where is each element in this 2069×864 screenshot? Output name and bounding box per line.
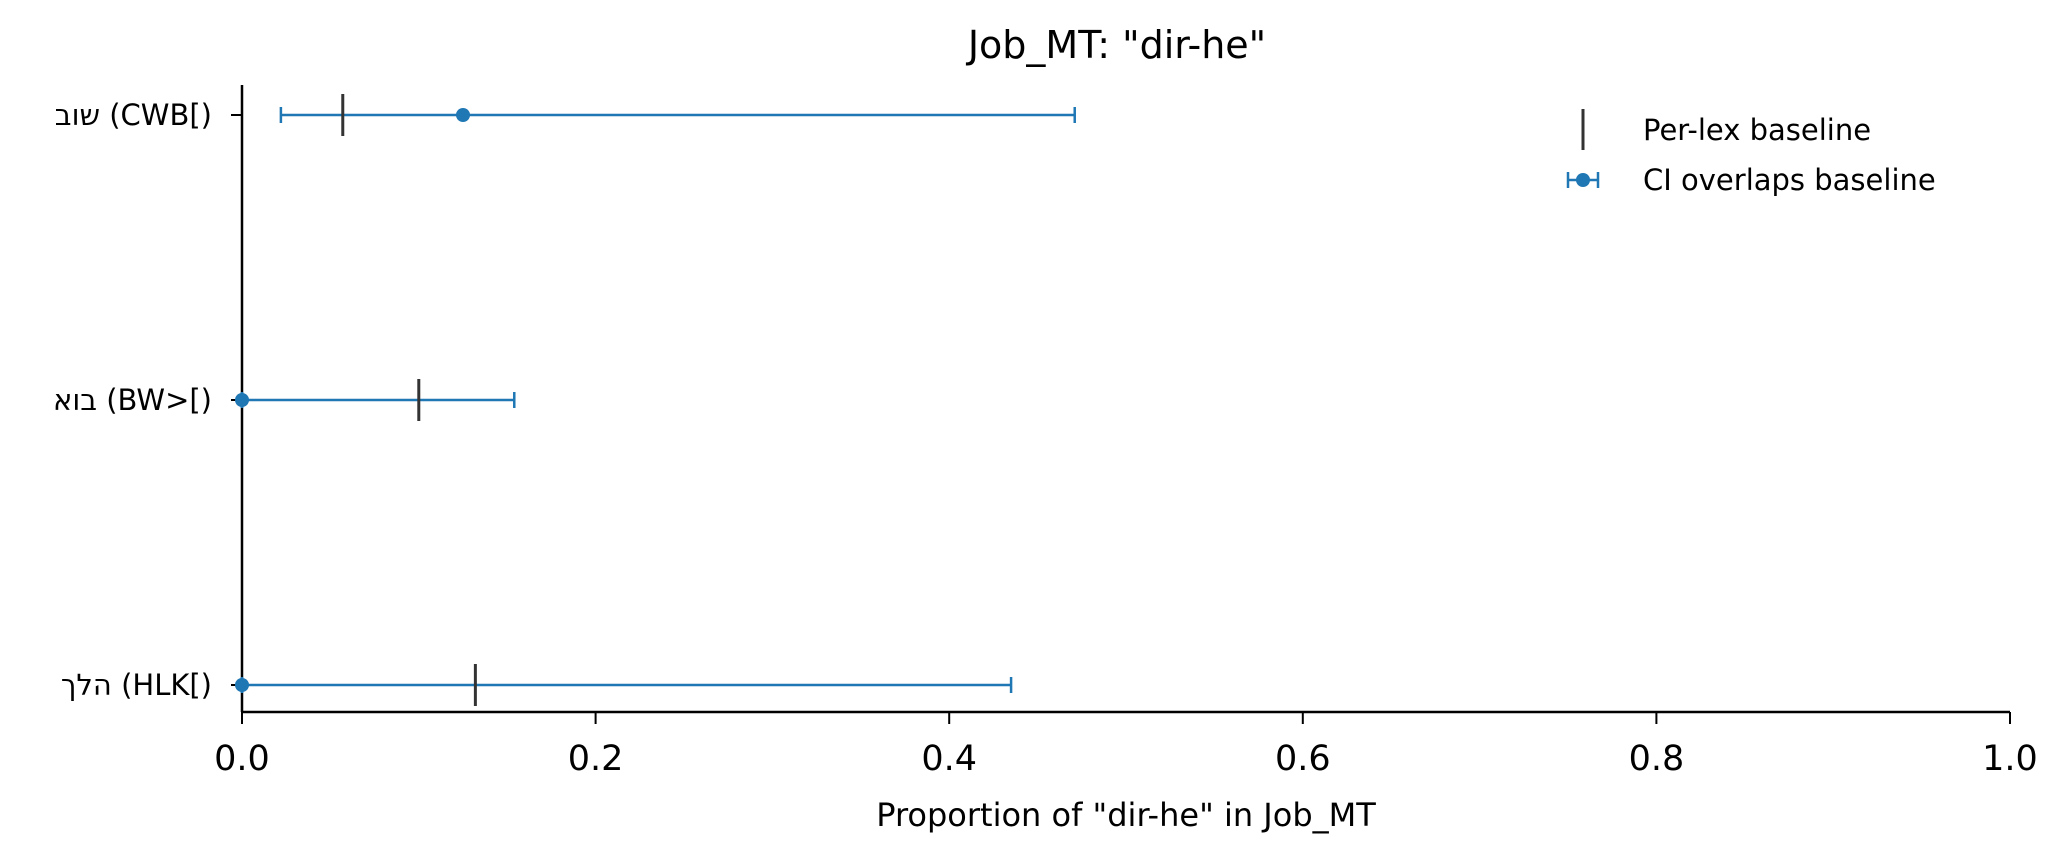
- legend-series-icon: [1566, 172, 1600, 188]
- x-tick-label: 0.6: [1275, 739, 1331, 779]
- legend: Per-lex baseline CI overlaps baseline: [1566, 109, 1936, 197]
- x-axis-label: Proportion of "dir-he" in Job_MT: [876, 796, 1376, 834]
- legend-baseline-label: Per-lex baseline: [1643, 113, 1871, 147]
- x-tick-label: 1.0: [1982, 739, 2038, 779]
- proportion-point: [456, 108, 470, 122]
- proportion-point: [235, 393, 249, 407]
- y-tick-label: הלך (HLK[): [61, 668, 212, 702]
- proportion-point: [235, 678, 249, 692]
- legend-series-label: CI overlaps baseline: [1643, 163, 1936, 197]
- chart-title: Job_MT: "dir-he": [966, 23, 1266, 67]
- y-axis-ticks: שוב (CWB[) בוא (BW>[) הלך (HLK[): [53, 98, 242, 702]
- x-tick-label: 0.2: [568, 739, 624, 779]
- x-tick-label: 0.4: [921, 739, 977, 779]
- x-tick-label: 0.8: [1629, 739, 1685, 779]
- plot-area: [235, 94, 1076, 706]
- x-tick-label: 0.0: [214, 739, 270, 779]
- y-tick-label: שוב (CWB[): [55, 98, 212, 132]
- legend-series-icon-dot: [1576, 173, 1590, 187]
- x-axis-ticks: 0.0 0.2 0.4 0.6 0.8 1.0: [214, 712, 2038, 779]
- y-tick-label: בוא (BW>[): [53, 383, 212, 417]
